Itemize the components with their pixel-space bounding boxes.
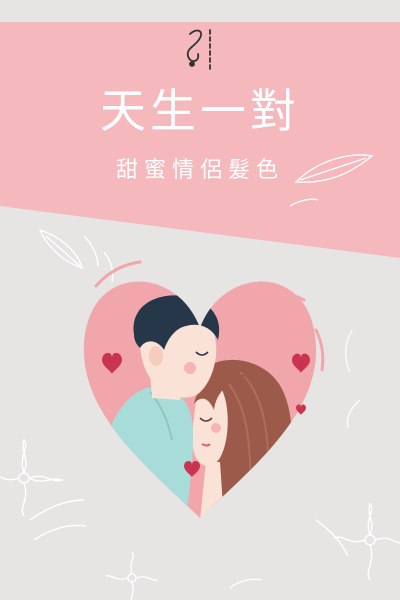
- leaf-icon: [38, 228, 114, 283]
- leaf-icon: [289, 154, 374, 207]
- page-subtitle: 甜蜜情侶髮色: [115, 158, 284, 183]
- flower-icon: [315, 502, 400, 581]
- flower-icon: [0, 438, 87, 541]
- flower-icon: [105, 551, 263, 600]
- heart-icon: [102, 352, 310, 477]
- leaf-icon: [345, 329, 361, 429]
- page-title: 天生一對: [100, 84, 300, 138]
- logo-icon: [186, 29, 211, 73]
